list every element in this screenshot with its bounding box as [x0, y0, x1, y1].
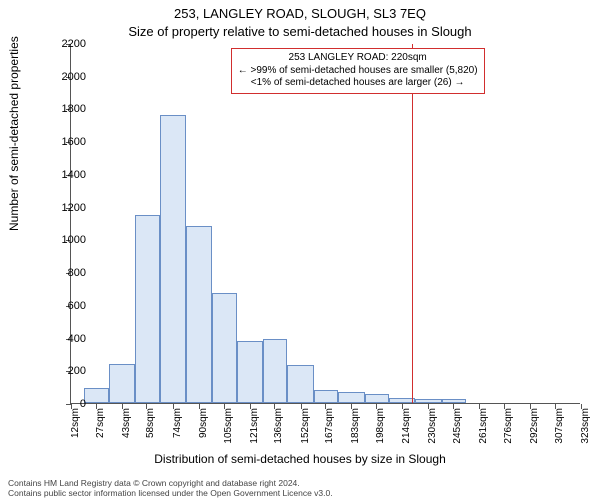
ytick-label: 1400 — [62, 169, 86, 181]
xtick-label: 152sqm — [300, 408, 311, 444]
histogram-plot — [70, 44, 580, 404]
histogram-bar — [314, 390, 339, 403]
histogram-bar — [415, 399, 441, 403]
xtick-label: 74sqm — [172, 408, 183, 438]
histogram-bar — [84, 388, 109, 403]
xtick-label: 90sqm — [198, 408, 209, 438]
xtick-label: 307sqm — [554, 408, 565, 444]
ytick-label: 1200 — [62, 202, 86, 214]
xtick-label: 27sqm — [95, 408, 106, 438]
xtick-label: 58sqm — [145, 408, 156, 438]
annotation-line1: 253 LANGLEY ROAD: 220sqm — [238, 52, 478, 65]
attribution-text: Contains HM Land Registry data © Crown c… — [8, 478, 333, 498]
annotation-box: 253 LANGLEY ROAD: 220sqm← >99% of semi-d… — [231, 48, 485, 94]
xtick-label: 183sqm — [350, 408, 361, 444]
xtick-label: 245sqm — [452, 408, 463, 444]
xtick-label: 105sqm — [223, 408, 234, 444]
ytick-label: 1000 — [62, 234, 86, 246]
histogram-bar — [237, 341, 263, 403]
property-marker-line — [412, 44, 413, 403]
xtick-label: 136sqm — [273, 408, 284, 444]
ytick-label: 2200 — [62, 38, 86, 50]
xtick-label: 167sqm — [324, 408, 335, 444]
histogram-bar — [287, 365, 313, 403]
xtick-label: 276sqm — [503, 408, 514, 444]
xtick-label: 230sqm — [427, 408, 438, 444]
attribution-line2: Contains public sector information licen… — [8, 488, 333, 498]
histogram-bar — [160, 115, 186, 403]
xtick-label: 12sqm — [70, 408, 81, 438]
xtick-label: 261sqm — [478, 408, 489, 444]
histogram-bar — [135, 215, 160, 403]
annotation-line3: <1% of semi-detached houses are larger (… — [238, 77, 478, 90]
histogram-bar — [442, 399, 467, 403]
xtick-label: 121sqm — [249, 408, 260, 444]
histogram-bar — [338, 392, 364, 403]
ytick-label: 800 — [68, 267, 86, 279]
xtick-label: 292sqm — [529, 408, 540, 444]
ytick-label: 400 — [68, 333, 86, 345]
xtick-label: 43sqm — [121, 408, 132, 438]
xtick-label: 198sqm — [375, 408, 386, 444]
ytick-label: 1800 — [62, 103, 86, 115]
page-title-line1: 253, LANGLEY ROAD, SLOUGH, SL3 7EQ — [0, 6, 600, 21]
ytick-label: 2000 — [62, 71, 86, 83]
y-axis-label: Number of semi-detached properties — [7, 36, 21, 231]
ytick-label: 1600 — [62, 136, 86, 148]
attribution-line1: Contains HM Land Registry data © Crown c… — [8, 478, 333, 488]
annotation-line2: ← >99% of semi-detached houses are small… — [238, 65, 478, 78]
page-title-line2: Size of property relative to semi-detach… — [0, 24, 600, 39]
ytick-label: 600 — [68, 300, 86, 312]
xtick-label: 323sqm — [580, 408, 591, 444]
histogram-bar — [109, 364, 135, 403]
histogram-bar — [212, 293, 237, 403]
histogram-bar — [263, 339, 288, 403]
ytick-label: 200 — [68, 365, 86, 377]
xtick-label: 214sqm — [401, 408, 412, 444]
histogram-bar — [365, 394, 390, 403]
histogram-bar — [186, 226, 212, 403]
x-axis-label: Distribution of semi-detached houses by … — [0, 452, 600, 466]
